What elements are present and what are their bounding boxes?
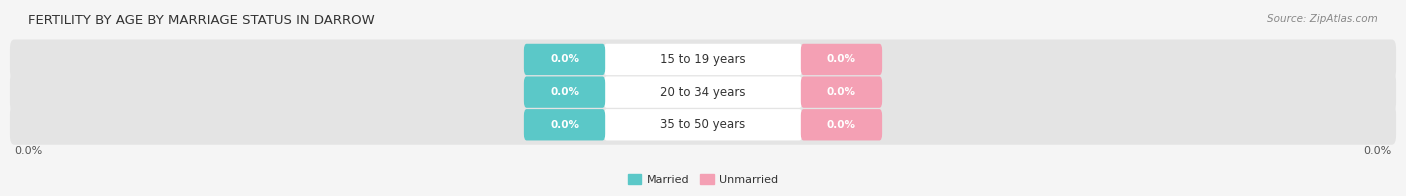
FancyBboxPatch shape	[603, 109, 803, 141]
Text: 0.0%: 0.0%	[827, 120, 856, 130]
FancyBboxPatch shape	[10, 105, 1396, 145]
Legend: Married, Unmarried: Married, Unmarried	[623, 170, 783, 190]
Text: 0.0%: 0.0%	[827, 87, 856, 97]
FancyBboxPatch shape	[801, 109, 882, 141]
Text: 20 to 34 years: 20 to 34 years	[661, 86, 745, 99]
Text: 0.0%: 0.0%	[550, 87, 579, 97]
Text: 0.0%: 0.0%	[827, 54, 856, 64]
FancyBboxPatch shape	[603, 44, 803, 75]
FancyBboxPatch shape	[524, 44, 605, 75]
Text: 0.0%: 0.0%	[14, 146, 42, 156]
FancyBboxPatch shape	[603, 76, 803, 108]
Text: 35 to 50 years: 35 to 50 years	[661, 118, 745, 131]
Text: 0.0%: 0.0%	[1364, 146, 1392, 156]
Text: 15 to 19 years: 15 to 19 years	[661, 53, 745, 66]
Text: 0.0%: 0.0%	[550, 54, 579, 64]
Text: Source: ZipAtlas.com: Source: ZipAtlas.com	[1267, 14, 1378, 24]
FancyBboxPatch shape	[801, 76, 882, 108]
FancyBboxPatch shape	[801, 44, 882, 75]
FancyBboxPatch shape	[10, 72, 1396, 112]
Text: 0.0%: 0.0%	[550, 120, 579, 130]
Text: FERTILITY BY AGE BY MARRIAGE STATUS IN DARROW: FERTILITY BY AGE BY MARRIAGE STATUS IN D…	[28, 14, 375, 27]
FancyBboxPatch shape	[524, 109, 605, 141]
FancyBboxPatch shape	[524, 76, 605, 108]
FancyBboxPatch shape	[10, 40, 1396, 79]
